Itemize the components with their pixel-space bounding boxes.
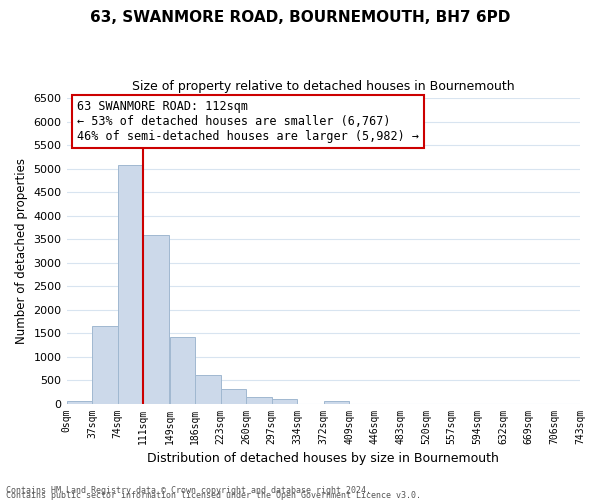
Bar: [221, 390, 246, 404]
Text: Contains HM Land Registry data © Crown copyright and database right 2024.: Contains HM Land Registry data © Crown c…: [6, 486, 371, 495]
Bar: [246, 396, 272, 404]
Bar: [323, 401, 349, 404]
Text: 63, SWANMORE ROAD, BOURNEMOUTH, BH7 6PD: 63, SWANMORE ROAD, BOURNEMOUTH, BH7 6PD: [90, 10, 510, 25]
Y-axis label: Number of detached properties: Number of detached properties: [15, 158, 28, 344]
Bar: [170, 337, 195, 404]
Bar: [92, 326, 118, 404]
Bar: [143, 236, 169, 404]
Text: 63 SWANMORE ROAD: 112sqm
← 53% of detached houses are smaller (6,767)
46% of sem: 63 SWANMORE ROAD: 112sqm ← 53% of detach…: [77, 100, 419, 143]
Bar: [67, 400, 92, 404]
Bar: [118, 165, 143, 404]
Title: Size of property relative to detached houses in Bournemouth: Size of property relative to detached ho…: [132, 80, 515, 93]
Bar: [195, 375, 221, 404]
Text: Contains public sector information licensed under the Open Government Licence v3: Contains public sector information licen…: [6, 491, 421, 500]
Bar: [272, 399, 298, 404]
X-axis label: Distribution of detached houses by size in Bournemouth: Distribution of detached houses by size …: [148, 452, 499, 465]
